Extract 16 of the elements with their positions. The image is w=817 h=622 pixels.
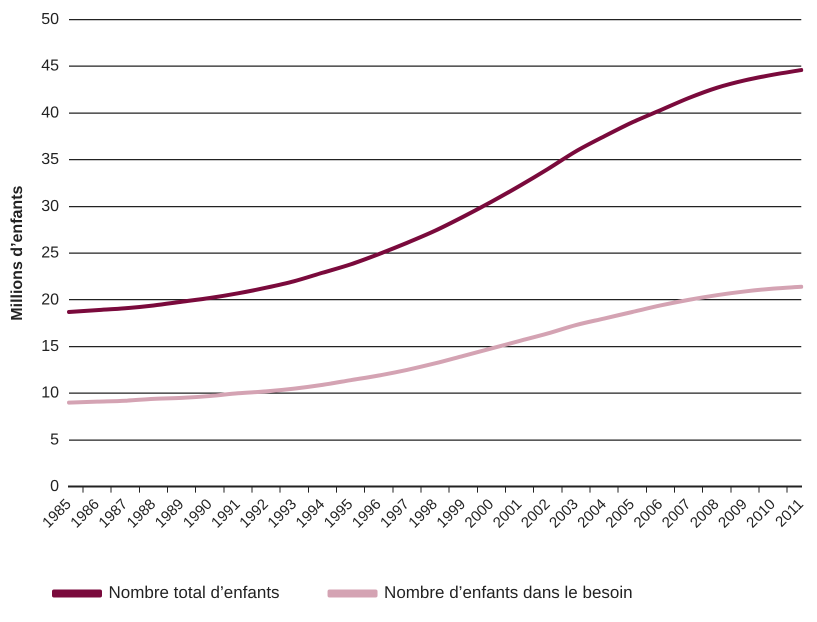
y-tick-label: 5 [50,431,60,448]
y-tick-label: 35 [41,151,60,168]
y-axis-title: Millions d’enfants [9,185,26,321]
y-tick-label: 10 [41,384,60,402]
line-series [66,284,804,405]
y-tick-label: 30 [41,198,60,215]
y-tick-label: 45 [41,58,60,75]
y-tick-label: 50 [41,11,60,28]
legend-label: Nombre d’enfants dans le besoin [384,583,633,602]
y-tick-label: 20 [41,291,60,308]
legend-label: Nombre total d’enfants [108,583,280,602]
y-tick-label: 0 [50,478,60,496]
y-tick-label: 40 [41,104,60,122]
y-tick-label: 25 [41,244,60,262]
line-series [66,68,804,314]
y-tick-label: 15 [41,338,60,355]
